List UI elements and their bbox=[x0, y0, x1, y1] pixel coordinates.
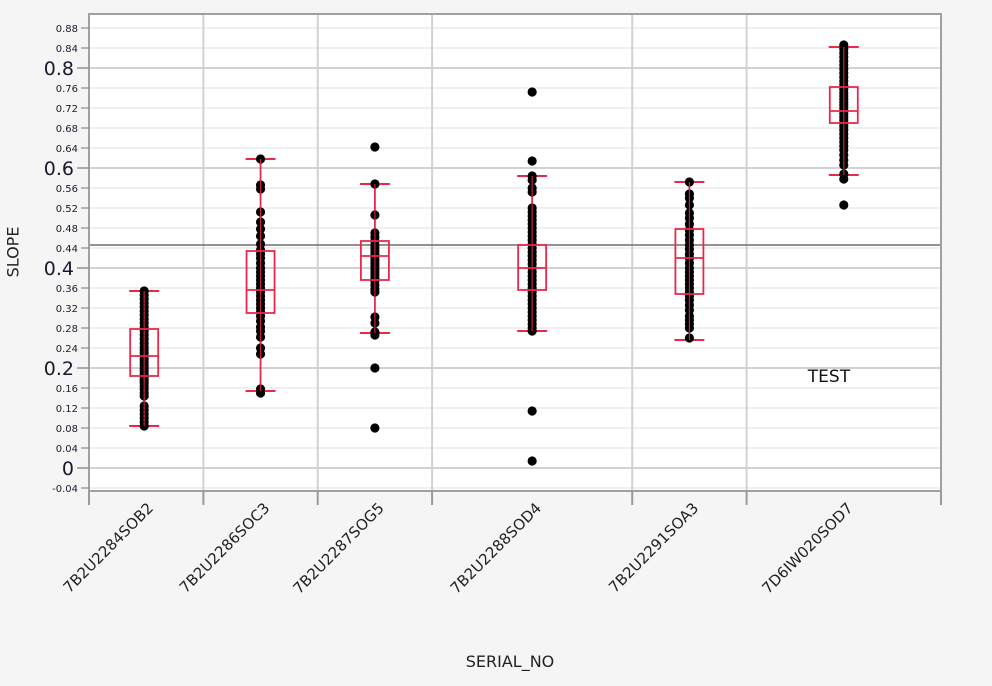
data-point bbox=[839, 174, 849, 184]
x-category-label: 7B2U2287SOG5 bbox=[289, 499, 387, 597]
y-tick-label: 0.28 bbox=[56, 324, 78, 335]
x-category-label: 7B2U2284SOB2 bbox=[60, 499, 157, 596]
category-dividers bbox=[202, 14, 748, 491]
y-tick-label: 0.44 bbox=[56, 244, 78, 255]
data-point bbox=[527, 406, 537, 416]
data-points bbox=[129, 40, 859, 466]
y-tick-label: -0.04 bbox=[52, 484, 78, 495]
y-axis-title: SLOPE bbox=[4, 227, 23, 278]
y-axis: -0.04 0.04 0.08 0.12 0.16 0.24 0.28 0.32 0.36 0.4… bbox=[44, 24, 89, 495]
x-axis-title: SERIAL_NO bbox=[466, 652, 555, 672]
y-tick-label: 0.88 bbox=[56, 24, 78, 35]
y-tick-label-major: 0.4 bbox=[44, 258, 74, 280]
plot-area bbox=[89, 14, 941, 491]
y-tick-label: 0.64 bbox=[56, 144, 78, 155]
y-tick-label: 0.08 bbox=[56, 424, 78, 435]
data-point bbox=[527, 87, 537, 97]
test-annotation: TEST bbox=[807, 367, 851, 387]
y-tick-label: 0.76 bbox=[56, 84, 78, 95]
x-axis: 7B2U2284SOB2 7B2U2286SOC3 7B2U2287SOG5 7B2U… bbox=[60, 491, 942, 597]
y-tick-label: 0.24 bbox=[56, 344, 78, 355]
data-point bbox=[527, 156, 537, 166]
y-tick-label: 0.36 bbox=[56, 284, 78, 295]
data-point bbox=[370, 423, 380, 433]
y-tick-label-major: 0.8 bbox=[44, 58, 74, 80]
y-tick-label: 0.52 bbox=[56, 204, 78, 215]
y-tick-label: 0.72 bbox=[56, 104, 78, 115]
y-tick-label: 0.16 bbox=[56, 384, 78, 395]
data-point bbox=[370, 142, 380, 152]
x-category-label: 7D6IW020SOD7 bbox=[758, 499, 856, 597]
data-point bbox=[255, 388, 266, 398]
y-tick-label-major: 0.2 bbox=[44, 358, 74, 380]
y-tick-label-major: 0 bbox=[62, 458, 74, 480]
y-tick-label: 0.12 bbox=[56, 404, 78, 415]
y-tick-label-major: 0.6 bbox=[44, 158, 74, 180]
x-category-label: 7B2U2288SOD4 bbox=[447, 499, 545, 597]
y-tick-label: 0.56 bbox=[56, 184, 78, 195]
grid-lines bbox=[89, 27, 941, 489]
y-tick-label: 0.04 bbox=[56, 444, 78, 455]
y-tick-label: 0.84 bbox=[56, 44, 78, 55]
y-tick-label: 0.32 bbox=[56, 304, 78, 315]
x-category-label: 7B2U2291SOA3 bbox=[605, 499, 702, 596]
y-tick-label: 0.68 bbox=[56, 124, 78, 135]
data-point bbox=[527, 456, 537, 466]
data-point bbox=[370, 330, 380, 340]
data-point bbox=[370, 363, 380, 373]
plot-frame bbox=[88, 13, 942, 492]
data-point bbox=[839, 200, 849, 210]
y-tick-label: 0.48 bbox=[56, 224, 78, 235]
x-category-label: 7B2U2286SOC3 bbox=[176, 499, 274, 597]
